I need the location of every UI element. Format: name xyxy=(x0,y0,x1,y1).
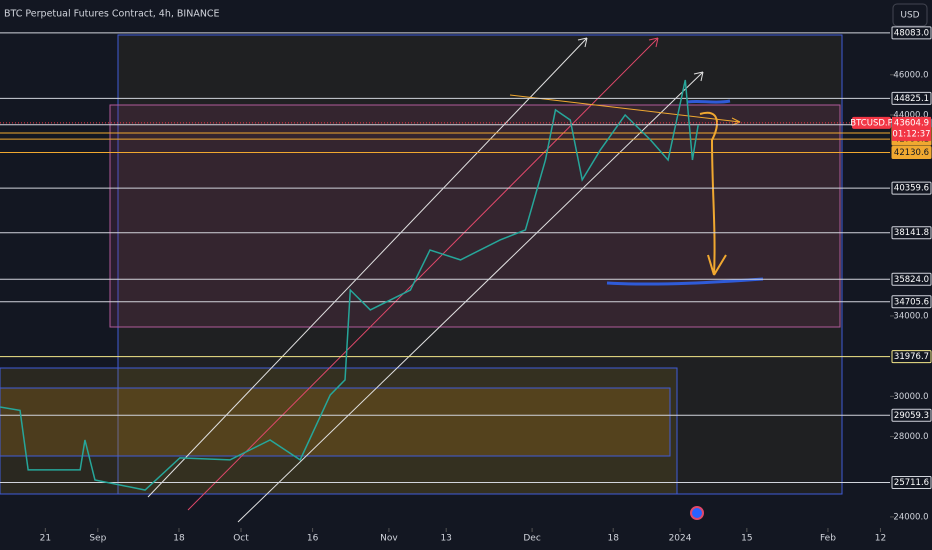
level-label: 44825.1 xyxy=(894,94,929,104)
level-label-box xyxy=(891,146,932,160)
x-tick-label: 13 xyxy=(440,534,451,544)
x-tick-label: Oct xyxy=(233,534,249,544)
level-label: 31976.7 xyxy=(894,352,929,362)
level-label-box xyxy=(891,295,932,309)
level-label: 48083.0 xyxy=(894,28,929,38)
arrow-head xyxy=(648,37,659,48)
level-label-box xyxy=(891,408,932,422)
x-tick-label: 15 xyxy=(741,534,752,544)
level-label: 29059.3 xyxy=(894,411,929,421)
level-label: 40359.6 xyxy=(894,184,929,194)
trend-line xyxy=(509,94,741,123)
currency[interactable]: USD xyxy=(900,11,919,21)
y-tick-label: 34000.0 xyxy=(893,311,928,321)
x-tick-label: 21 xyxy=(40,534,51,544)
y-tick-label: 28000.0 xyxy=(893,432,928,442)
currency-button[interactable] xyxy=(892,3,928,27)
x-tick-label: 2024 xyxy=(669,534,692,544)
channel-upper xyxy=(147,37,588,498)
chart-title: BTC Perpetual Futures Contract, 4h, BINA… xyxy=(4,9,220,20)
level-label: 34705.6 xyxy=(894,297,929,307)
level-label-box xyxy=(891,181,932,195)
level-label: 42130.6 xyxy=(894,148,929,158)
channel-middle xyxy=(187,37,659,511)
y-tick-label: 46000.0 xyxy=(893,70,928,80)
y-tick-label: 24000.0 xyxy=(893,512,928,522)
level-label-box xyxy=(891,226,932,240)
marker-top xyxy=(687,99,731,104)
x-tick-label: 18 xyxy=(607,534,619,544)
last-price-label: 43604.9 xyxy=(894,118,929,128)
x-tick-label: 12 xyxy=(875,534,886,544)
x-tick-label: Sep xyxy=(89,534,106,544)
range-box xyxy=(109,104,841,328)
low-box xyxy=(0,367,678,495)
level-label-box xyxy=(891,91,932,105)
x-tick-label: 18 xyxy=(173,534,185,544)
plot xyxy=(0,32,890,491)
x-tick-label: Nov xyxy=(380,534,398,544)
low-box-inner xyxy=(0,387,671,457)
channel-lower xyxy=(237,71,704,523)
event-flag[interactable] xyxy=(690,506,704,520)
last-price-box xyxy=(892,116,931,141)
symbol-label: BTCUSD.P xyxy=(850,118,892,128)
x-tick-label: Feb xyxy=(820,534,836,544)
countdown: 01:12:37 xyxy=(892,129,930,139)
x-tick-label: Dec xyxy=(523,534,540,544)
x-tick-label: 16 xyxy=(307,534,319,544)
arrow-head xyxy=(693,71,704,82)
marker-bottom xyxy=(606,277,764,286)
y-tick-label: 30000.0 xyxy=(893,392,928,402)
arrow-head xyxy=(577,37,588,48)
price-line xyxy=(0,79,699,491)
y-tick-label: 44000.0 xyxy=(893,110,928,120)
level-label-box xyxy=(891,476,932,490)
level-label: 35824.0 xyxy=(894,275,929,285)
symbol-tag xyxy=(852,116,891,129)
level-label-box xyxy=(891,350,932,364)
level-label-box xyxy=(891,272,932,286)
level-label: 38141.8 xyxy=(894,228,929,238)
channels xyxy=(147,37,764,523)
level-label: 25711.6 xyxy=(894,478,929,488)
level-label-box xyxy=(891,26,932,40)
